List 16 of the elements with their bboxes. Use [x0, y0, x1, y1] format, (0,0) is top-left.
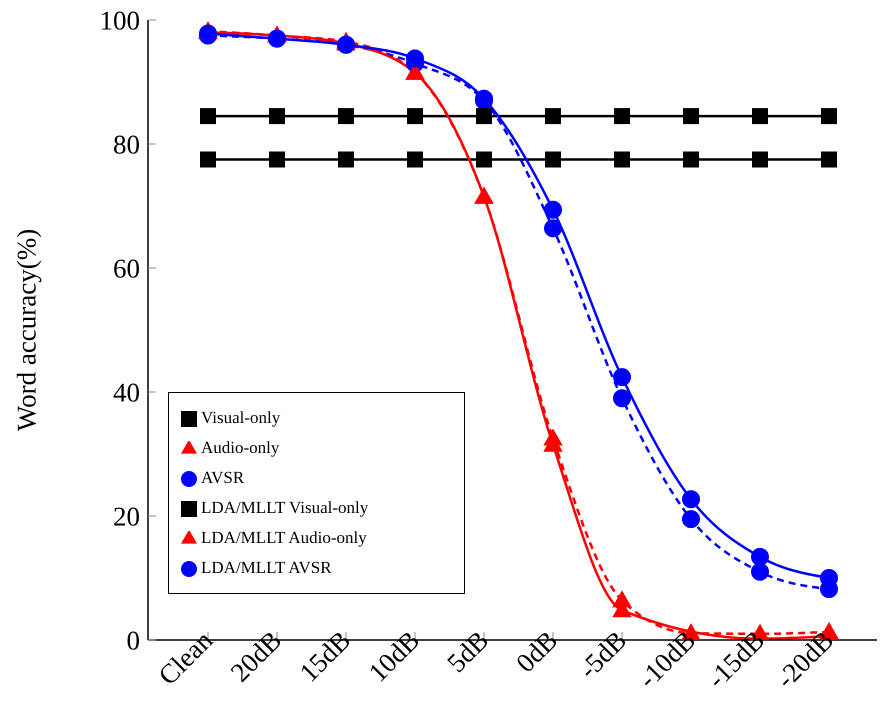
- legend-label: Visual-only: [201, 408, 280, 427]
- x-tick-label: 5dB: [441, 625, 494, 678]
- legend-label: LDA/MLLT Audio-only: [201, 528, 367, 547]
- y-tick-label: 20: [113, 502, 140, 532]
- y-tick-label: 80: [113, 130, 140, 160]
- legend-label: Audio-only: [201, 438, 280, 457]
- y-tick-label: 40: [113, 378, 140, 408]
- y-tick-label: 100: [100, 6, 140, 36]
- x-tick-label: 0dB: [510, 625, 564, 678]
- y-axis-title: Word accuracy(%): [12, 228, 42, 432]
- x-tick-label: -5dB: [572, 625, 632, 684]
- legend-label: LDA/MLLT Visual-only: [201, 498, 368, 517]
- y-tick-label: 60: [113, 254, 140, 284]
- legend-label: LDA/MLLT AVSR: [201, 558, 332, 577]
- y-tick-label: 0: [126, 626, 140, 656]
- legend-label: AVSR: [201, 468, 244, 487]
